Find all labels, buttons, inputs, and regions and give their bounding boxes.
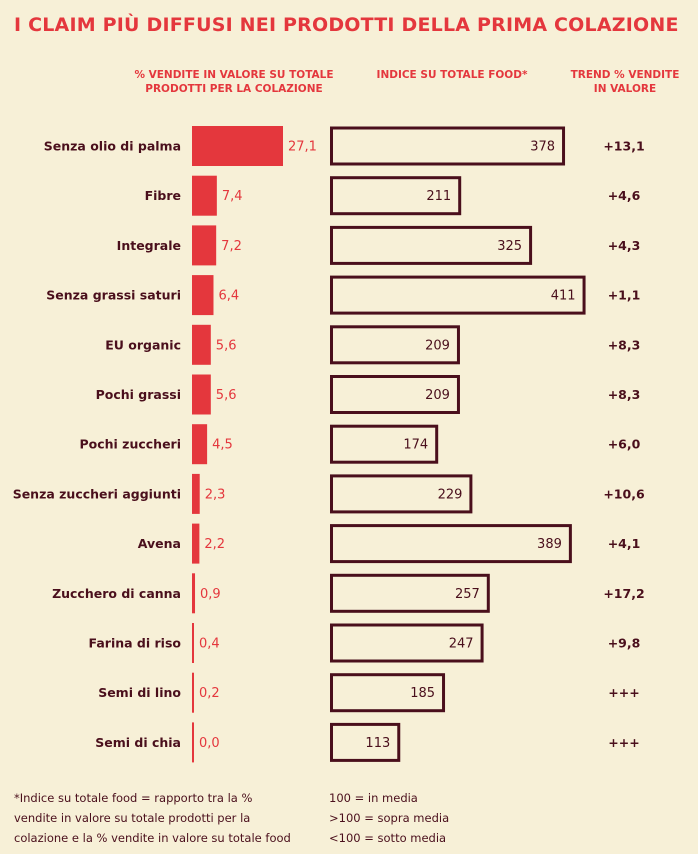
category-label: Farina di riso — [89, 636, 182, 651]
share-value-label: 7,4 — [222, 189, 243, 204]
share-bar — [192, 126, 283, 166]
index-header-line: INDICE SU TOTALE FOOD* — [376, 69, 528, 81]
index-value-label: 185 — [410, 686, 435, 701]
share-value-label: 7,2 — [221, 239, 242, 254]
footnote-definition: *Indice su totale food = rapporto tra la… — [14, 788, 291, 848]
index-bar — [330, 176, 462, 216]
category-label: Pochi zuccheri — [79, 437, 181, 452]
footnote-line: *Indice su totale food = rapporto tra la… — [14, 791, 253, 805]
category-label: Avena — [138, 536, 181, 551]
index-bar — [330, 623, 484, 663]
index-bar — [330, 524, 572, 564]
footnote-legend: 100 = in media >100 = sopra media <100 =… — [329, 788, 449, 848]
trend-value-label: +4,6 — [608, 188, 641, 203]
category-label: EU organic — [105, 337, 181, 352]
footnote-line: >100 = sopra media — [329, 811, 450, 825]
footnote-line: colazione e la % vendite in valore su to… — [14, 831, 291, 845]
trend-value-label: +6,0 — [608, 437, 641, 452]
index-bar — [330, 275, 586, 315]
share-column-header: % VENDITE IN VALORE SU TOTALE PRODOTTI P… — [118, 68, 350, 96]
trend-value-label: +10,6 — [603, 486, 645, 501]
index-bar — [330, 225, 533, 265]
trend-value-label: +++ — [608, 735, 639, 750]
trend-value-label: +++ — [608, 685, 639, 700]
trend-header-line-2: IN VALORE — [593, 83, 657, 95]
share-header-line-1: % VENDITE IN VALORE SU TOTALE — [134, 69, 334, 81]
share-value-label: 0,0 — [199, 736, 220, 751]
index-bar — [330, 673, 446, 713]
trend-value-label: +13,1 — [603, 139, 644, 154]
index-bar — [330, 325, 460, 365]
category-label: Senza zuccheri aggiunti — [13, 486, 181, 501]
index-value-label: 411 — [551, 289, 576, 304]
share-bar — [192, 722, 194, 763]
index-value-label: 378 — [530, 140, 555, 155]
share-value-label: 0,4 — [199, 637, 220, 652]
index-value-label: 209 — [425, 338, 450, 353]
share-value-label: 5,6 — [216, 338, 237, 353]
share-value-label: 2,3 — [205, 487, 226, 502]
category-label: Semi di lino — [98, 685, 181, 700]
category-label: Semi di chia — [95, 735, 181, 750]
index-value-label: 209 — [425, 388, 450, 403]
index-bar — [330, 722, 401, 762]
category-label: Integrale — [117, 238, 181, 253]
share-value-label: 27,1 — [288, 140, 317, 155]
trend-value-label: +8,3 — [608, 337, 641, 352]
share-value-label: 2,2 — [204, 537, 225, 552]
index-bar — [330, 126, 566, 166]
trend-value-label: +9,8 — [608, 636, 641, 651]
category-label: Pochi grassi — [96, 387, 181, 402]
index-column-header: INDICE SU TOTALE FOOD* — [352, 68, 552, 82]
share-bar — [192, 672, 194, 713]
share-bar — [192, 175, 217, 216]
share-bar — [192, 275, 214, 316]
index-value-label: 113 — [365, 736, 390, 751]
category-label: Senza olio di palma — [44, 139, 181, 154]
index-value-label: 247 — [449, 637, 474, 652]
footnote-line: vendite in valore su totale prodotti per… — [14, 811, 251, 825]
index-value-label: 229 — [438, 487, 463, 502]
trend-value-label: +4,1 — [608, 536, 641, 551]
chart-title: I CLAIM PIÙ DIFFUSI NEI PRODOTTI DELLA P… — [14, 14, 679, 36]
index-bar — [330, 573, 490, 613]
trend-column-header: TREND % VENDITE IN VALORE — [560, 68, 690, 96]
share-bar — [192, 374, 211, 415]
index-value-label: 211 — [426, 189, 451, 204]
share-value-label: 0,9 — [200, 587, 221, 602]
share-bar — [192, 473, 200, 514]
category-label: Fibre — [145, 188, 181, 203]
trend-value-label: +4,3 — [608, 238, 641, 253]
trend-header-line-1: TREND % VENDITE — [570, 69, 680, 81]
index-bar — [330, 375, 460, 414]
index-bar — [330, 474, 473, 514]
share-value-label: 6,4 — [218, 289, 239, 304]
share-value-label: 0,2 — [199, 686, 220, 701]
trend-value-label: +1,1 — [608, 288, 641, 303]
share-bar — [192, 324, 211, 365]
share-bar — [192, 225, 217, 266]
index-bar — [330, 424, 439, 464]
share-bar — [192, 424, 208, 465]
footnote-line: <100 = sotto media — [329, 831, 447, 845]
index-value-label: 257 — [455, 587, 480, 602]
share-bar — [192, 573, 196, 614]
category-label: Zucchero di canna — [52, 586, 181, 601]
share-value-label: 4,5 — [212, 438, 233, 453]
index-value-label: 389 — [537, 537, 562, 552]
share-bar — [192, 523, 200, 564]
trend-value-label: +17,2 — [603, 586, 644, 601]
index-value-label: 325 — [497, 239, 522, 254]
share-value-label: 5,6 — [216, 388, 237, 403]
index-value-label: 174 — [403, 438, 428, 453]
trend-value-label: +8,3 — [608, 387, 641, 402]
share-bar — [192, 623, 194, 663]
footnote-line: 100 = in media — [329, 791, 418, 805]
category-label: Senza grassi saturi — [46, 288, 181, 303]
share-header-line-2: PRODOTTI PER LA COLAZIONE — [145, 83, 323, 95]
